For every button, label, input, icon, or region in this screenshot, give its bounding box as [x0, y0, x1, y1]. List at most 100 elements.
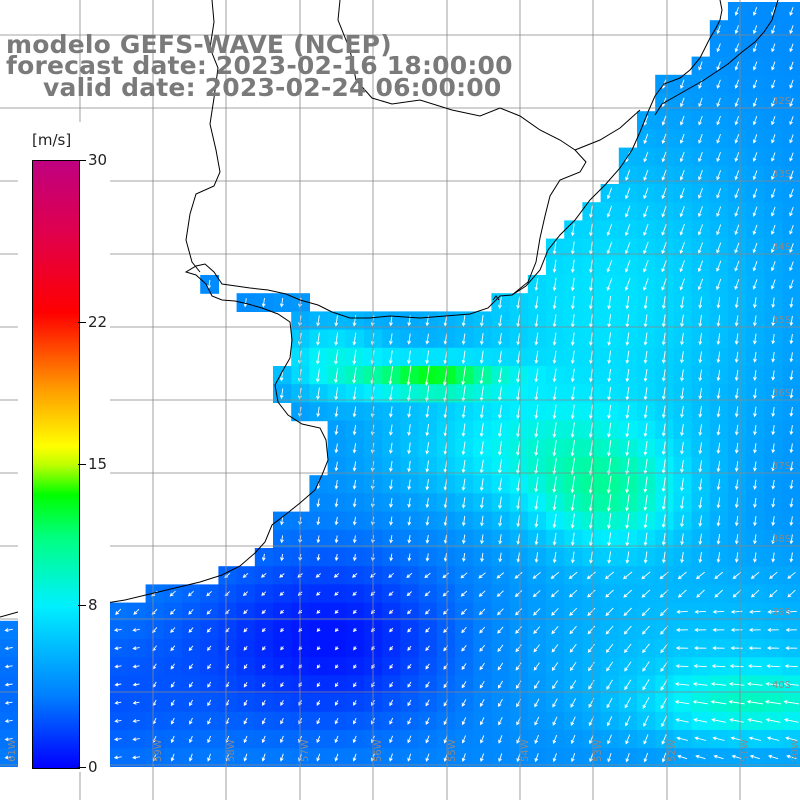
wind-arrow	[734, 369, 739, 382]
wind-arrow	[716, 479, 721, 491]
wind-arrow	[680, 332, 684, 346]
wind-arrow	[352, 479, 357, 490]
wind-arrow	[747, 718, 763, 723]
wind-arrow	[789, 297, 794, 308]
wind-arrow	[261, 646, 266, 651]
wind-arrow	[680, 369, 684, 382]
wind-arrow	[643, 223, 649, 236]
wind-arrow	[280, 699, 284, 707]
wind-arrow	[680, 423, 684, 437]
wind-arrow	[607, 422, 612, 438]
wind-arrow	[461, 405, 466, 419]
wind-arrow	[752, 279, 758, 290]
wind-arrow	[407, 516, 412, 526]
wind-arrow	[677, 754, 688, 760]
wind-arrow	[661, 332, 666, 346]
wind-arrow	[728, 699, 745, 705]
wind-arrow	[589, 332, 593, 346]
wind-arrow	[207, 717, 212, 725]
wind-arrow	[479, 459, 484, 474]
wind-arrow	[661, 133, 667, 144]
wind-arrow	[4, 628, 13, 633]
wind-arrow	[133, 608, 140, 615]
wind-arrow	[206, 590, 213, 597]
wind-arrow	[753, 351, 757, 363]
wind-arrow	[661, 278, 667, 291]
wind-arrow	[534, 698, 540, 708]
wind-arrow	[188, 645, 194, 652]
wind-arrow	[570, 277, 575, 292]
wind-arrow	[607, 752, 612, 763]
wind-arrow	[748, 664, 762, 668]
wind-arrow	[746, 699, 764, 705]
wind-arrow	[752, 333, 757, 345]
wind-arrow	[534, 440, 539, 457]
wind-arrow	[533, 608, 541, 616]
wind-arrow	[389, 479, 393, 490]
wind-arrow	[789, 170, 794, 180]
wind-arrow	[389, 645, 394, 651]
wind-arrow	[334, 367, 339, 384]
wind-arrow	[587, 643, 595, 653]
wind-arrow	[716, 533, 721, 545]
wind-arrow	[680, 351, 684, 364]
wind-arrow	[461, 441, 466, 456]
wind-arrow	[570, 404, 575, 420]
wind-arrow	[461, 534, 466, 545]
wind-arrow	[734, 534, 739, 545]
wind-arrow	[643, 151, 649, 163]
wind-arrow	[716, 406, 721, 418]
wind-arrow	[680, 387, 684, 400]
wind-arrow	[261, 753, 266, 762]
wind-arrow	[624, 241, 631, 255]
wind-arrow	[425, 681, 430, 689]
wind-arrow	[716, 43, 721, 53]
wind-arrow	[716, 351, 721, 364]
wind-arrow	[479, 717, 485, 726]
wind-arrow	[570, 513, 575, 529]
wind-arrow	[516, 350, 521, 364]
wind-arrow	[753, 388, 757, 400]
wind-arrow	[425, 663, 430, 670]
wind-arrow	[353, 646, 357, 651]
wind-arrow	[114, 646, 122, 651]
wind-arrow	[352, 424, 357, 436]
wind-arrow	[771, 315, 776, 327]
wind-arrow	[607, 513, 612, 530]
wind-arrow	[461, 315, 466, 327]
wind-arrow	[114, 682, 122, 687]
wind-arrow	[734, 152, 740, 162]
wind-arrow	[771, 61, 776, 71]
wind-arrow	[243, 681, 248, 688]
wind-arrow	[787, 589, 796, 598]
wind-arrow	[643, 296, 648, 310]
wind-arrow	[643, 133, 649, 145]
wind-arrow	[407, 663, 412, 670]
wind-arrow	[188, 735, 193, 744]
wind-arrow	[771, 498, 776, 508]
wind-arrow	[675, 664, 689, 668]
wind-arrow	[316, 609, 321, 614]
wind-arrow	[625, 551, 630, 564]
wind-arrow	[352, 753, 357, 762]
wind-arrow	[279, 297, 284, 308]
wind-arrow	[188, 681, 194, 688]
wind-arrow	[734, 97, 740, 108]
wind-arrow	[771, 352, 776, 363]
wind-arrow	[785, 628, 797, 632]
wind-arrow	[496, 572, 505, 579]
wind-arrow	[132, 719, 140, 723]
wind-arrow	[752, 188, 758, 199]
wind-arrow	[752, 152, 758, 162]
wind-arrow	[771, 333, 776, 345]
wind-arrow	[352, 516, 357, 526]
wind-arrow	[771, 79, 776, 89]
wind-arrow	[4, 700, 13, 705]
wind-arrow	[4, 646, 13, 651]
wind-arrow	[680, 551, 684, 564]
wind-arrow	[114, 737, 122, 742]
wind-arrow	[570, 440, 575, 457]
wind-arrow	[334, 479, 339, 490]
wind-arrow	[661, 205, 667, 218]
wind-arrow	[353, 682, 357, 688]
